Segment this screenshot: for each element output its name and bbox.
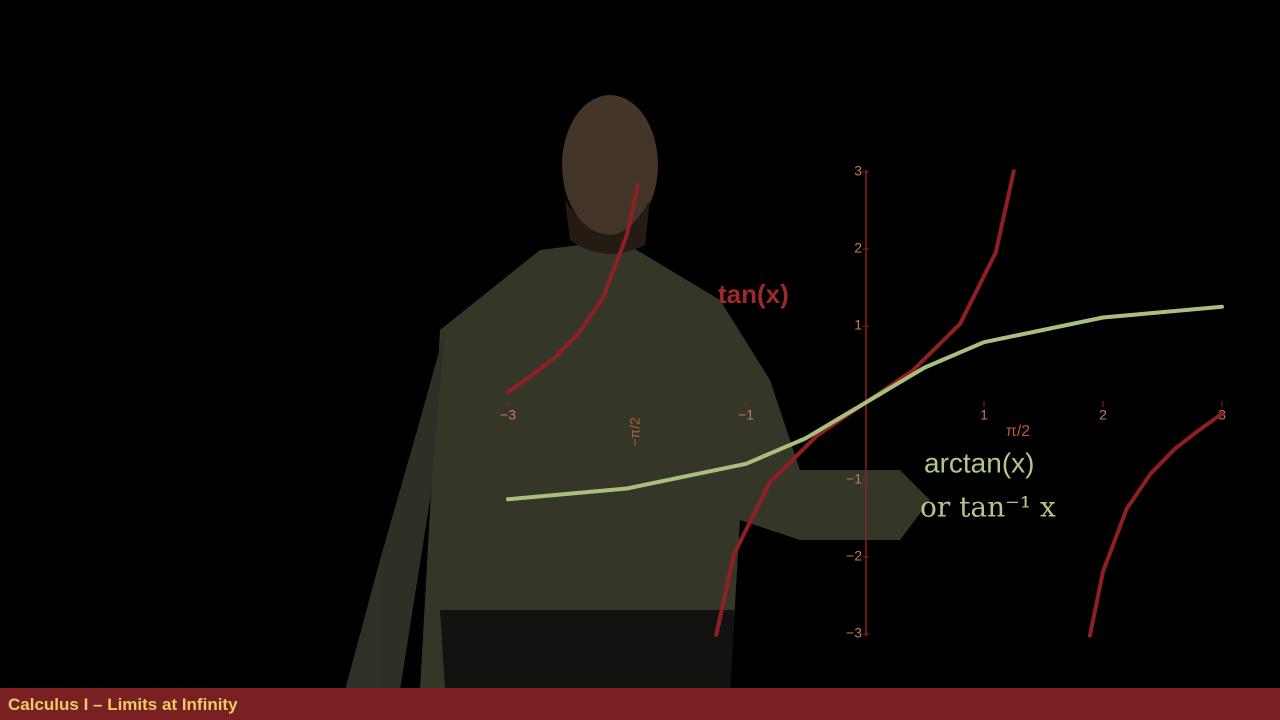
arctan-label: arctan(x)	[924, 447, 1034, 478]
y-tick-label: 2	[854, 240, 862, 256]
x-tick-label: −3	[500, 407, 516, 423]
y-tick-label: −2	[846, 548, 862, 564]
y-tick-label: 1	[854, 317, 862, 333]
y-tick-label: −3	[846, 625, 862, 641]
x-tick-label: 2	[1099, 407, 1107, 423]
footer-title: Calculus I – Limits at Infinity	[8, 695, 238, 714]
y-tick-label: 3	[854, 163, 862, 179]
presenter	[345, 95, 930, 690]
y-tick-label: −1	[846, 471, 862, 487]
curve	[506, 304, 1224, 502]
chart: tan(x) arctan(x) or tan⁻¹ x π/2 −π/2 −3 −…	[345, 95, 1226, 690]
tan-label: tan(x)	[718, 279, 789, 309]
annotation: −π/2	[627, 417, 643, 447]
footer-bar: Calculus I – Limits at Infinity	[0, 688, 1280, 720]
x-tick-label: 1	[980, 407, 988, 423]
x-tick-label: −1	[738, 407, 754, 423]
annotation: or tan⁻¹ x	[920, 491, 1056, 524]
annotation: π/2	[1006, 423, 1030, 440]
